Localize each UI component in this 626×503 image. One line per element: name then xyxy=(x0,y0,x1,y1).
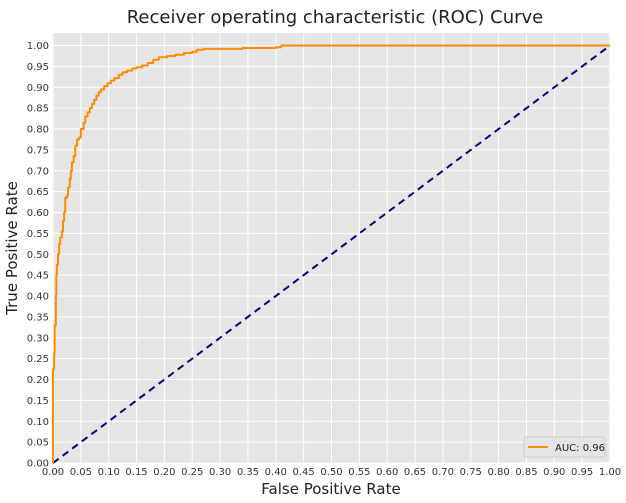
y-tick-label: 0.35 xyxy=(27,312,49,323)
y-tick-label: 1.00 xyxy=(27,41,49,52)
x-tick-label: 0.35 xyxy=(237,467,259,478)
y-tick-label: 0.55 xyxy=(27,229,49,240)
y-tick-label: 0.95 xyxy=(27,62,49,73)
y-tick-label: 0.30 xyxy=(27,333,49,344)
y-tick-label: 0.50 xyxy=(27,250,49,261)
y-tick-label: 0.85 xyxy=(27,104,49,115)
y-tick-label: 0.05 xyxy=(27,438,49,449)
x-tick-label: 0.05 xyxy=(70,467,92,478)
y-tick-label: 0.65 xyxy=(27,187,49,198)
x-tick-label: 0.15 xyxy=(125,467,147,478)
y-tick-label: 0.45 xyxy=(27,271,49,282)
legend: AUC: 0.96 xyxy=(523,436,606,458)
x-tick-label: 0.95 xyxy=(571,467,593,478)
x-tick-label: 0.45 xyxy=(293,467,315,478)
x-axis-label: False Positive Rate xyxy=(261,480,400,498)
y-tick-label: 0.70 xyxy=(27,166,49,177)
y-tick-label: 0.90 xyxy=(27,83,49,94)
x-tick-label: 0.60 xyxy=(376,467,398,478)
y-tick-label: 0.15 xyxy=(27,396,49,407)
chance-diagonal-line xyxy=(52,44,611,464)
y-tick-label: 0.10 xyxy=(27,417,49,428)
y-tick-label: 0.80 xyxy=(27,125,49,136)
x-tick-label: 0.20 xyxy=(153,467,175,478)
series-layer xyxy=(52,44,611,464)
x-tick-label: 0.40 xyxy=(265,467,287,478)
x-tick-label: 0.10 xyxy=(98,467,120,478)
x-tick-label: 0.80 xyxy=(487,467,509,478)
y-tick-label: 0.20 xyxy=(27,375,49,386)
x-tick-label: 0.85 xyxy=(515,467,537,478)
x-tick-label: 0.65 xyxy=(404,467,426,478)
x-tick-label: 0.50 xyxy=(320,467,342,478)
y-tick-label: 0.75 xyxy=(27,145,49,156)
x-tick-label: 0.90 xyxy=(543,467,565,478)
y-tick-label: 0.25 xyxy=(27,354,49,365)
roc-curve-line xyxy=(52,44,610,463)
y-axis-label: True Positive Rate xyxy=(3,181,21,316)
x-tick-label: 0.75 xyxy=(460,467,482,478)
x-tick-label: 0.70 xyxy=(432,467,454,478)
x-tick-labels: 0.00 0.05 0.10 0.15 0.20 0.25 0.30 0.35 0.40 0.45… xyxy=(42,467,621,478)
legend-box xyxy=(523,436,606,458)
y-tick-label: 0.00 xyxy=(27,459,49,470)
x-tick-label: 1.00 xyxy=(599,467,621,478)
chart-title: Receiver operating characteristic (ROC) … xyxy=(127,7,544,28)
y-tick-label: 0.40 xyxy=(27,292,49,303)
x-tick-label: 0.30 xyxy=(209,467,231,478)
x-tick-label: 0.55 xyxy=(348,467,370,478)
x-tick-label: 0.00 xyxy=(42,467,64,478)
y-tick-label: 0.60 xyxy=(27,208,49,219)
grid-lines xyxy=(52,33,611,464)
x-tick-label: 0.25 xyxy=(181,467,203,478)
y-tick-labels: 0.00 0.05 0.10 0.15 0.20 0.25 0.30 0.35 0.40 0.45… xyxy=(27,41,49,469)
legend-label-auc: AUC: 0.96 xyxy=(555,443,605,454)
